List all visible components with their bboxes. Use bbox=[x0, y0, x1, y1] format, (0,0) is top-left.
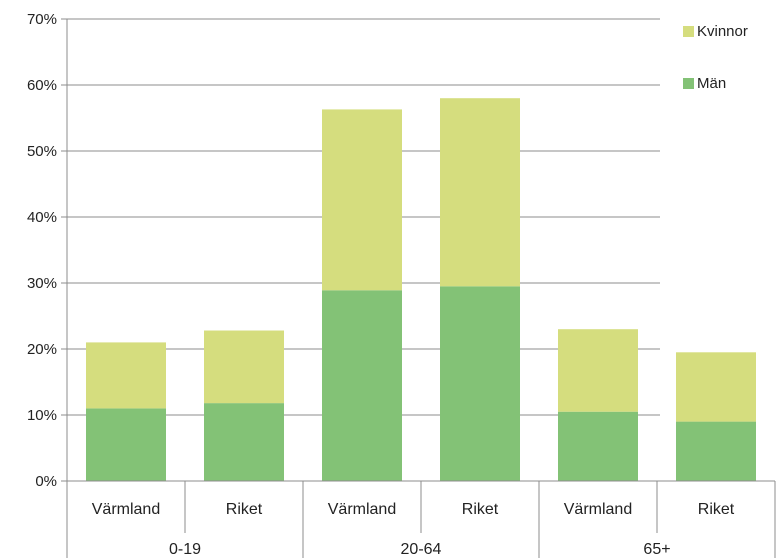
x-category-label: Värmland bbox=[328, 501, 396, 518]
y-tick-label: 30% bbox=[27, 275, 57, 292]
y-axis: 0% 10% 20% 30% 40% 50% 60% 70% bbox=[27, 11, 68, 490]
bar-kvinnor-3 bbox=[440, 98, 520, 287]
bar-kvinnor-0 bbox=[86, 342, 166, 409]
x-category-label: Riket bbox=[462, 501, 499, 518]
bars bbox=[86, 98, 756, 481]
x-category-label: Riket bbox=[698, 501, 735, 518]
legend-label: Män bbox=[697, 75, 726, 92]
bar-kvinnor-2 bbox=[322, 109, 402, 291]
x-category-label: Värmland bbox=[92, 501, 160, 518]
legend-swatch bbox=[683, 26, 694, 37]
bar-m-n-4 bbox=[558, 411, 638, 481]
bar-kvinnor-5 bbox=[676, 352, 756, 422]
legend-swatch bbox=[683, 78, 694, 89]
x-axis: Värmland Riket Värmland Riket Värmland Riket 0… bbox=[66, 480, 776, 558]
y-tick-label: 20% bbox=[27, 341, 57, 358]
x-group-label: 65+ bbox=[643, 541, 670, 558]
legend: Kvinnor Män bbox=[683, 23, 748, 92]
bar-m-n-3 bbox=[440, 286, 520, 481]
x-category-label: Riket bbox=[226, 501, 263, 518]
x-category-label: Värmland bbox=[564, 501, 632, 518]
y-tick-label: 70% bbox=[27, 11, 57, 28]
x-group-label: 20-64 bbox=[401, 541, 442, 558]
bar-m-n-1 bbox=[204, 403, 284, 481]
bar-kvinnor-4 bbox=[558, 329, 638, 412]
bar-kvinnor-1 bbox=[204, 330, 284, 404]
y-tick-label: 50% bbox=[27, 143, 57, 160]
bar-m-n-5 bbox=[676, 421, 756, 481]
y-tick-label: 10% bbox=[27, 407, 57, 424]
y-tick-label: 60% bbox=[27, 77, 57, 94]
x-group-label: 0-19 bbox=[169, 541, 201, 558]
y-tick-label: 0% bbox=[35, 473, 57, 490]
legend-label: Kvinnor bbox=[697, 23, 748, 40]
y-tick-label: 40% bbox=[27, 209, 57, 226]
bar-m-n-0 bbox=[86, 408, 166, 481]
bar-m-n-2 bbox=[322, 290, 402, 481]
